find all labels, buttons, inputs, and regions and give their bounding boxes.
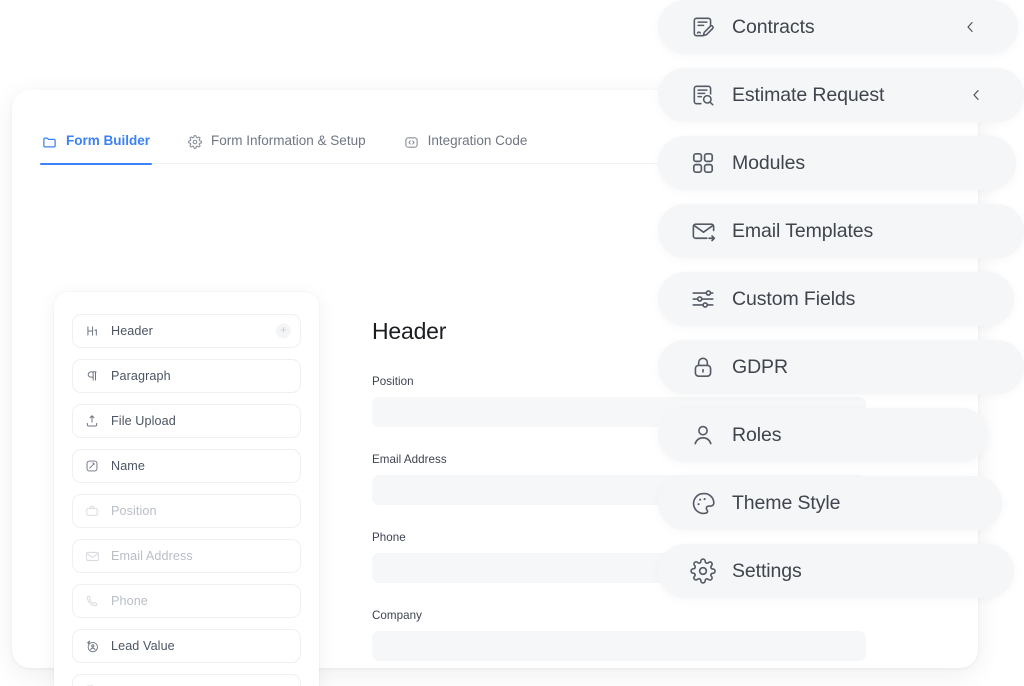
nav-item-label: Contracts	[732, 15, 815, 38]
palette-item-file-upload[interactable]: File Upload	[72, 404, 301, 438]
page-title: Header	[372, 318, 447, 344]
heading-icon	[84, 324, 100, 338]
floating-nav-menu: Contracts Estimate Request	[658, 0, 1024, 612]
nav-item-label: Custom Fields	[732, 287, 856, 310]
palette-item-label: Position	[111, 504, 157, 518]
nav-item-email-templates[interactable]: Email Templates	[658, 204, 1024, 258]
grid-squares-icon	[688, 150, 718, 176]
nav-item-label: Modules	[732, 151, 806, 174]
palette-item-position[interactable]: Position	[72, 494, 301, 528]
nav-item-label: Settings	[732, 559, 802, 582]
nav-item-modules[interactable]: Modules	[658, 136, 1016, 190]
nav-item-custom-fields[interactable]: Custom Fields	[658, 272, 1014, 326]
field-label: Company	[372, 609, 422, 622]
nav-item-estimate-request[interactable]: Estimate Request	[658, 68, 1024, 122]
add-field-button[interactable]: +	[276, 323, 291, 339]
palette-item-label: Email Address	[111, 549, 193, 563]
envelope-arrow-icon	[688, 218, 718, 245]
palette-item-paragraph[interactable]: Paragraph	[72, 359, 301, 393]
tab-integration-code[interactable]: Integration Code	[402, 120, 530, 164]
form-field-company: Company	[372, 609, 940, 661]
palette-item-phone[interactable]: Phone	[72, 584, 301, 618]
sliders-icon	[688, 286, 718, 312]
phone-icon	[84, 594, 100, 608]
nav-item-contracts[interactable]: Contracts	[658, 0, 1018, 54]
palette-item-email-address[interactable]: Email Address	[72, 539, 301, 573]
user-icon	[688, 422, 718, 448]
palette-item-lead-value[interactable]: Lead Value	[72, 629, 301, 663]
palette-item-label: Name	[111, 459, 145, 473]
field-label: Phone	[372, 531, 406, 544]
chevron-left-icon[interactable]	[963, 20, 978, 35]
palette-item-label: Phone	[111, 594, 148, 608]
gear-icon	[188, 135, 202, 149]
palette-item-label: Lead Value	[111, 639, 175, 653]
tab-label: Integration Code	[427, 133, 528, 149]
contract-sign-icon	[688, 14, 718, 40]
pilcrow-icon	[84, 369, 100, 383]
lock-icon	[688, 354, 718, 380]
palette-item-company[interactable]: Company	[72, 674, 301, 686]
tab-form-information-setup[interactable]: Form Information & Setup	[186, 120, 368, 164]
nav-item-label: Estimate Request	[732, 83, 885, 106]
palette-item-label: Header	[111, 324, 153, 338]
palette-item-name[interactable]: Name	[72, 449, 301, 483]
field-label: Position	[372, 375, 414, 388]
palette-item-header[interactable]: Header +	[72, 314, 301, 348]
signature-icon	[84, 459, 100, 473]
nav-item-label: Theme Style	[732, 491, 841, 514]
nav-item-gdpr[interactable]: GDPR	[658, 340, 1024, 394]
nav-item-settings[interactable]: Settings	[658, 544, 1014, 598]
envelope-icon	[84, 549, 100, 564]
palette-item-label: File Upload	[111, 414, 176, 428]
chevron-left-icon[interactable]	[969, 88, 984, 103]
gear-icon	[688, 558, 718, 584]
palette-item-label: Company	[111, 684, 166, 686]
upload-icon	[84, 414, 100, 428]
nav-item-label: Roles	[732, 423, 782, 446]
document-search-icon	[688, 82, 718, 108]
nav-item-label: Email Templates	[732, 219, 874, 242]
palette-item-label: Paragraph	[111, 369, 171, 383]
code-icon	[404, 135, 419, 150]
tab-bar: Form Builder Form Information & Setup	[40, 120, 950, 166]
tab-label: Form Builder	[66, 133, 151, 149]
field-label: Email Address	[372, 453, 447, 466]
tab-form-builder[interactable]: Form Builder	[40, 120, 153, 166]
nav-item-theme-style[interactable]: Theme Style	[658, 476, 1002, 530]
briefcase-icon	[84, 504, 100, 518]
company-input[interactable]	[372, 631, 866, 661]
palette-icon	[688, 490, 718, 517]
field-palette-panel: Header + Paragraph File Up	[54, 292, 319, 686]
lead-value-icon	[84, 639, 100, 654]
nav-item-roles[interactable]: Roles	[658, 408, 988, 462]
folder-icon	[42, 135, 57, 150]
nav-item-label: GDPR	[732, 355, 788, 378]
tab-label: Form Information & Setup	[211, 133, 366, 149]
